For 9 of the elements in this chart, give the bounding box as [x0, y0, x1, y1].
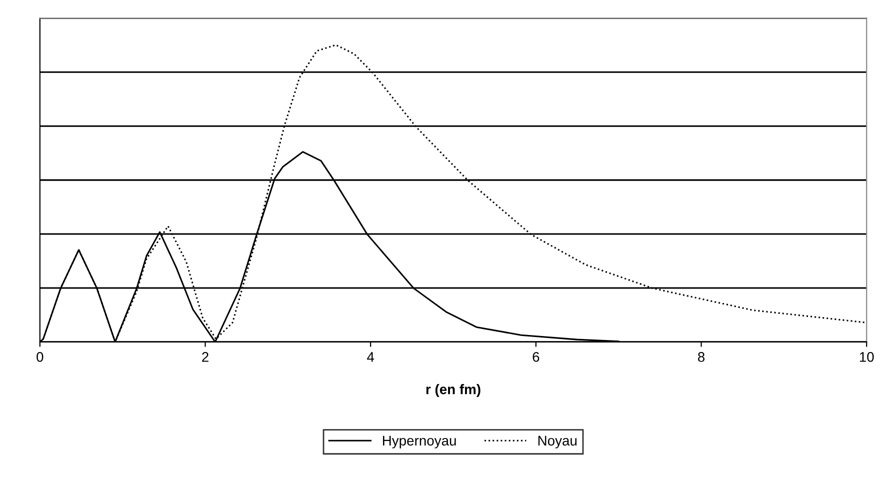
x-tick-label: 8: [698, 352, 705, 362]
x-axis-title: r (en fm): [426, 384, 480, 397]
x-tick-label: 10: [860, 352, 874, 362]
legend-label: Noyau: [538, 436, 577, 448]
x-tick-label: 0: [36, 352, 44, 362]
x-tick-label: 6: [532, 352, 540, 362]
legend-label: Hypernoyau: [382, 436, 456, 448]
x-tick-label: 4: [367, 352, 374, 362]
x-tick-label: 2: [202, 352, 208, 362]
